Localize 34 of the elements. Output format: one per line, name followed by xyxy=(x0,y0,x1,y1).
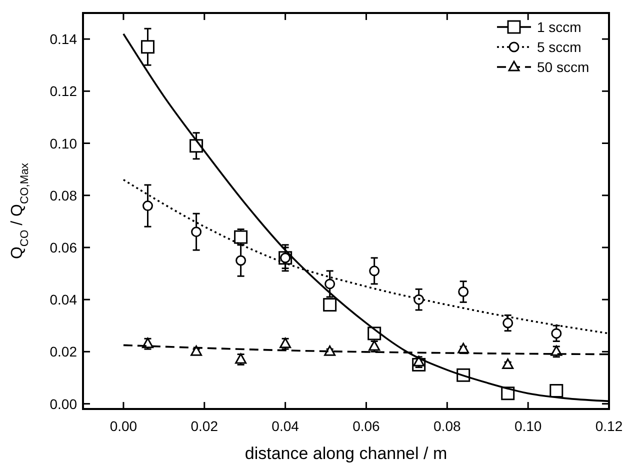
y-tick-label: 0.04 xyxy=(50,292,78,308)
point xyxy=(142,200,153,212)
y-tick-label: 0.14 xyxy=(50,31,78,48)
x-tick-label: 0.10 xyxy=(514,418,542,434)
point xyxy=(236,255,246,266)
point xyxy=(324,278,336,290)
y-tick-label: 0.10 xyxy=(50,135,78,152)
point xyxy=(458,286,469,298)
x-tick-label: 0.02 xyxy=(190,418,218,434)
x-tick-label: 0.12 xyxy=(595,418,623,434)
y-tick-label: 0.00 xyxy=(50,396,78,412)
point xyxy=(140,40,154,54)
x-tick-label: 0.04 xyxy=(272,418,300,434)
point xyxy=(502,318,514,328)
x-axis-title: distance along channel / m xyxy=(244,444,448,463)
point xyxy=(324,345,336,356)
x-tick-label: 0.00 xyxy=(110,418,138,434)
legend-label: 5 sccm xyxy=(537,39,582,55)
legend-label: 50 sccm xyxy=(537,59,590,75)
x-tick-label: 0.06 xyxy=(352,418,380,434)
point xyxy=(550,384,564,398)
y-tick-label: 0.08 xyxy=(50,187,78,204)
point xyxy=(414,294,424,305)
point xyxy=(458,342,470,354)
point xyxy=(191,226,202,238)
point xyxy=(190,345,202,356)
x-tick-label: 0.08 xyxy=(434,418,461,434)
legend-label: 1 sccm xyxy=(537,19,582,35)
point xyxy=(551,328,562,339)
y-tick-label: 0.12 xyxy=(50,83,78,100)
y-tick-label: 0.06 xyxy=(50,239,78,256)
point xyxy=(502,358,514,369)
y-tick-label: 0.02 xyxy=(50,344,78,360)
point xyxy=(369,266,380,276)
